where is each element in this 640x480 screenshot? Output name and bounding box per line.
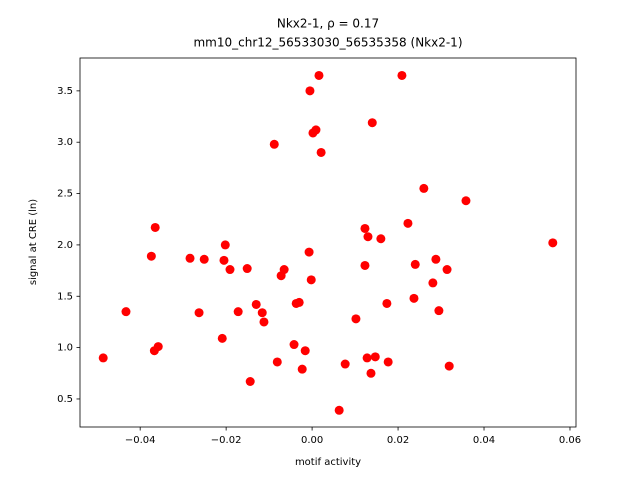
point [251, 299, 261, 309]
point [428, 278, 438, 288]
point [360, 223, 370, 233]
point [304, 247, 314, 257]
x-tick-label: 0.00 [301, 435, 323, 446]
point [233, 307, 243, 317]
plot-frame [79, 57, 577, 428]
x-axis-label: motif activity [295, 457, 361, 468]
point [410, 259, 420, 269]
y-tick-label: 3.0 [57, 137, 73, 148]
y-axis-label: signal at CRE (ln) [28, 199, 39, 285]
point [217, 333, 227, 343]
point [442, 265, 452, 275]
y-tick-label: 1.5 [57, 291, 73, 302]
point [272, 357, 282, 367]
point [409, 293, 419, 303]
point [219, 255, 229, 265]
point [376, 234, 386, 244]
point [259, 317, 269, 327]
point [98, 353, 108, 363]
point [314, 70, 324, 80]
point [362, 353, 372, 363]
point [351, 314, 361, 324]
point [431, 254, 441, 264]
chart-subtitle: mm10_chr12_56533030_56535358 (Nkx2-1) [193, 36, 462, 50]
point [294, 297, 304, 307]
point [382, 298, 392, 308]
point [199, 254, 209, 264]
point [444, 361, 454, 371]
x-tick-label: 0.06 [559, 435, 581, 446]
point [269, 139, 279, 149]
point [153, 342, 163, 352]
point [334, 405, 344, 415]
point [366, 368, 376, 378]
point [383, 357, 393, 367]
point [311, 125, 321, 135]
point [150, 222, 160, 232]
point [185, 253, 195, 263]
point [316, 147, 326, 157]
x-tick-label: 0.02 [387, 435, 409, 446]
point [225, 265, 235, 275]
point [461, 196, 471, 206]
point [434, 306, 444, 316]
point [121, 307, 131, 317]
point [360, 260, 370, 270]
point [305, 86, 315, 96]
y-tick-label: 0.5 [57, 394, 73, 405]
point [306, 275, 316, 285]
x-tick-label: −0.02 [211, 435, 242, 446]
point [279, 265, 289, 275]
y-tick-label: 3.5 [57, 86, 73, 97]
point [340, 359, 350, 369]
y-tick-label: 1.0 [57, 343, 73, 354]
point [300, 346, 310, 356]
point [403, 218, 413, 228]
y-tick-label: 2.0 [57, 240, 73, 251]
x-tick-label: −0.04 [125, 435, 156, 446]
point [220, 240, 230, 250]
point [245, 377, 255, 387]
point [419, 183, 429, 193]
point [257, 308, 267, 318]
point [548, 238, 558, 248]
point [289, 340, 299, 350]
x-tick-label: 0.04 [473, 435, 495, 446]
y-tick-label: 2.5 [57, 189, 73, 200]
point [146, 251, 156, 261]
point [194, 308, 204, 318]
point [367, 118, 377, 128]
point [363, 232, 373, 242]
point [242, 264, 252, 274]
chart-title: Nkx2-1, ρ = 0.17 [277, 17, 379, 31]
point [297, 364, 307, 374]
point [397, 70, 407, 80]
point [370, 352, 380, 362]
